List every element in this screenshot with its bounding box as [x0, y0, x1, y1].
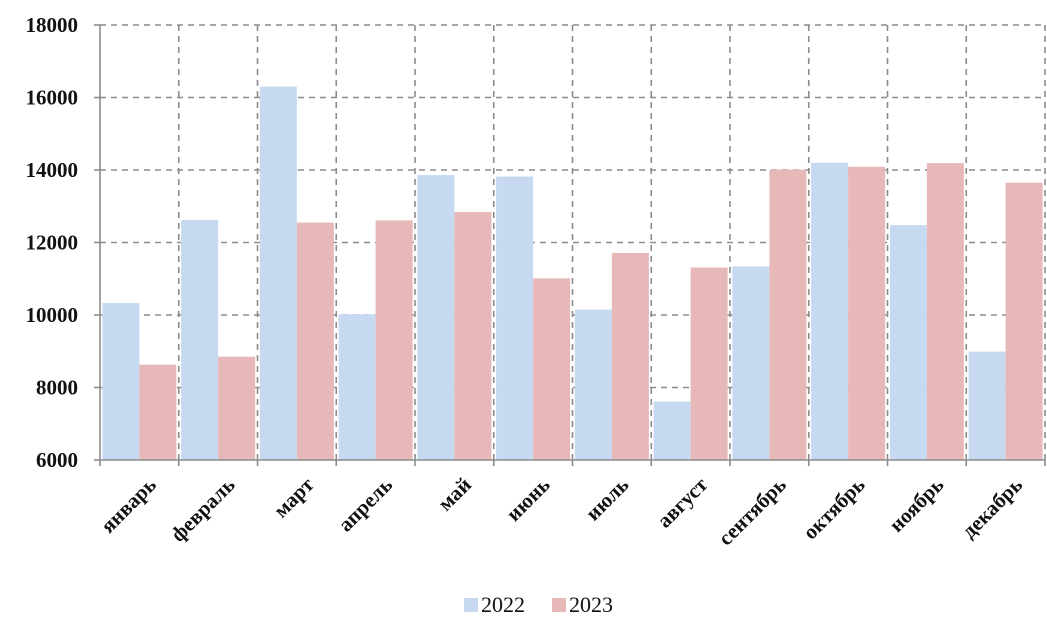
- legend-label: 2023: [569, 592, 613, 617]
- bar-2023-февраль: [218, 356, 256, 460]
- y-tick-label: 10000: [26, 303, 79, 327]
- y-tick-label: 8000: [36, 376, 78, 400]
- bar-2023-июль: [611, 253, 649, 460]
- y-tick-label: 6000: [36, 448, 78, 472]
- bar-2023-октябрь: [848, 166, 886, 461]
- y-tick-label: 12000: [26, 231, 79, 255]
- bar-2022-март: [259, 86, 297, 460]
- x-category-label: май: [433, 473, 476, 516]
- bar-2022-октябрь: [811, 162, 849, 460]
- bar-2023-сентябрь: [769, 169, 807, 460]
- bar-2022-август: [653, 401, 691, 460]
- bar-2022-май: [417, 175, 455, 460]
- x-category-label: декабрь: [957, 473, 1027, 543]
- x-category-label: сентябрь: [713, 473, 791, 551]
- bars: [102, 86, 1043, 461]
- bar-2022-февраль: [181, 220, 219, 460]
- bar-2022-сентябрь: [732, 266, 770, 460]
- legend-label: 2022: [481, 592, 525, 617]
- x-category-label: июль: [581, 473, 634, 526]
- x-category-label: июнь: [501, 473, 554, 526]
- bar-2022-ноябрь: [889, 225, 927, 460]
- bar-2022-апрель: [338, 314, 376, 460]
- bar-2022-декабрь: [968, 351, 1006, 460]
- bar-2023-июнь: [533, 278, 571, 460]
- x-category-label: апрель: [333, 473, 397, 537]
- bar-2022-январь: [102, 303, 140, 460]
- x-category-label: январь: [96, 473, 161, 538]
- bar-2023-апрель: [375, 220, 413, 460]
- bar-2023-январь: [139, 364, 177, 460]
- bar-2023-ноябрь: [926, 163, 964, 461]
- x-category-label: август: [652, 472, 712, 532]
- bar-2022-июль: [574, 309, 612, 460]
- x-category-label: февраль: [166, 473, 240, 547]
- bar-2023-август: [690, 267, 728, 460]
- x-category-label: октябрь: [798, 473, 870, 545]
- axes: [94, 24, 1046, 466]
- legend-swatch-2023: [552, 598, 566, 612]
- bar-2023-декабрь: [1005, 182, 1043, 460]
- x-category-labels: январь февраль март апрель май июнь июль август…: [96, 472, 1027, 550]
- y-tick-label: 14000: [26, 158, 79, 182]
- grid-lines: [100, 24, 1046, 460]
- y-tick-labels: 6000 8000 10000 12000 14000 16000 18000: [26, 13, 79, 472]
- x-category-label: март: [269, 472, 319, 522]
- y-tick-label: 18000: [26, 13, 79, 37]
- bar-2023-март: [296, 222, 334, 460]
- bar-2022-июнь: [496, 176, 534, 460]
- legend: 2022 2023: [464, 592, 613, 617]
- y-tick-label: 16000: [26, 86, 79, 110]
- x-category-label: ноябрь: [884, 473, 948, 537]
- bar-2023-май: [454, 212, 492, 460]
- legend-swatch-2022: [464, 598, 478, 612]
